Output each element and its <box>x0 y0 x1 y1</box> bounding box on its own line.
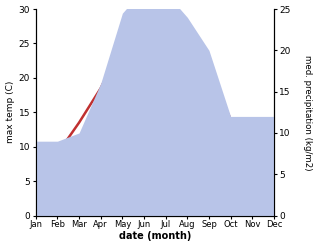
X-axis label: date (month): date (month) <box>119 231 191 242</box>
Y-axis label: max temp (C): max temp (C) <box>5 81 15 144</box>
Y-axis label: med. precipitation (kg/m2): med. precipitation (kg/m2) <box>303 55 313 170</box>
